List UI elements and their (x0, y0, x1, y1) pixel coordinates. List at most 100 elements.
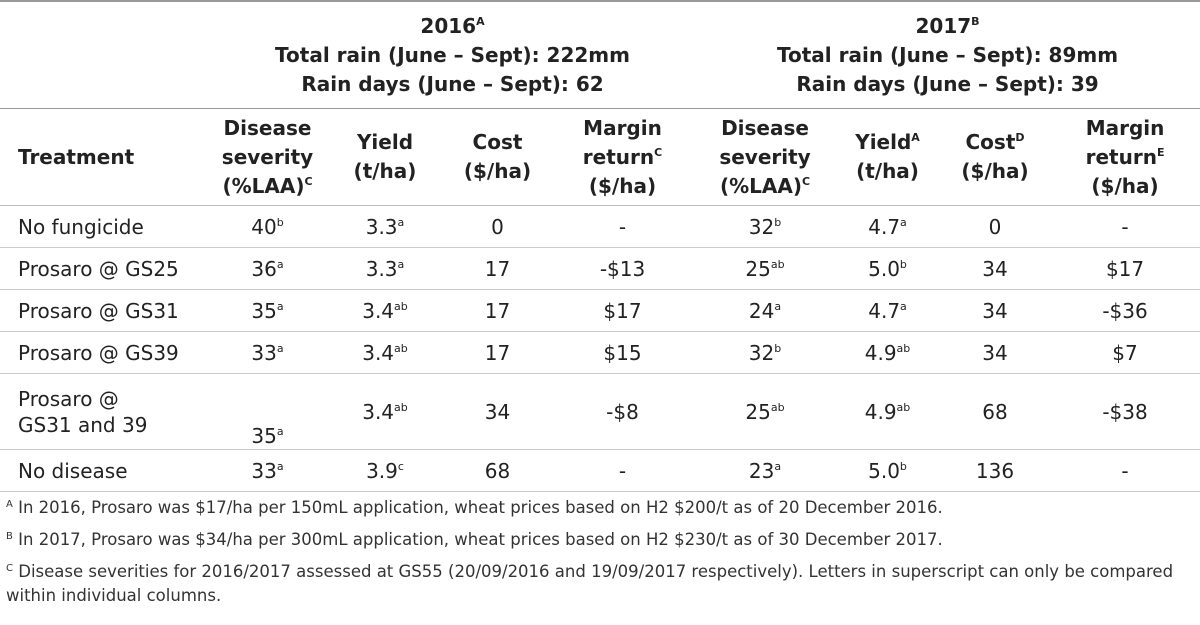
table-row: Prosaro @ GS31 35a 3.4ab 17 $17 24a 4.7a 34 -$36 (0, 289, 1200, 332)
cell-text: 33 (251, 340, 277, 365)
year-group-header: 2016A Total rain (June – Sept): 222mm Rain… (210, 0, 696, 109)
text-line: Disease (214, 114, 321, 143)
cell-text: $15 (603, 340, 642, 365)
table-cell: 17 (445, 247, 550, 290)
superscript: a (397, 257, 405, 271)
cell-text: ($/ha) (961, 159, 1029, 183)
cell-text: 68 (982, 399, 1008, 424)
text-line: 35a (214, 423, 321, 449)
superscript: ab (770, 400, 785, 414)
table-row: Prosaro @ GS31 and 39 35a 3.4ab 34 -$8 25ab 4.9… (0, 373, 1200, 450)
cell-text: 36 (251, 256, 277, 281)
cell-text: -$36 (1102, 298, 1148, 323)
table-cell: 23a (695, 449, 836, 492)
treatment-cell: Prosaro @ GS31 (0, 289, 210, 332)
text-line: severity (699, 143, 831, 172)
superscript: b (899, 459, 907, 473)
table-cell: $7 (1050, 331, 1200, 374)
superscript: ab (394, 400, 408, 414)
table-cell: 3.4ab (325, 373, 445, 450)
text-line: -$13 (554, 256, 691, 282)
column-header: Cost ($/ha) (445, 108, 550, 206)
table-cell: 3.9c (325, 449, 445, 492)
text-line: 17 (449, 256, 546, 282)
text-line: 68 (944, 399, 1046, 425)
group-subtitle: Rain days (June – Sept): 62 (301, 71, 604, 96)
superscript: a (774, 459, 782, 473)
text-line: 136 (944, 458, 1046, 484)
table-row: No fungicide 40b 3.3a 0-32b 4.7a 0- (0, 205, 1200, 248)
treatment-cell: No fungicide (0, 205, 210, 248)
text-line: 3.4ab (329, 399, 441, 425)
treatment-cell: Prosaro @ GS31 and 39 (0, 373, 210, 450)
text-line: ($/ha) (554, 172, 691, 201)
cell-text: 3.4 (362, 340, 395, 365)
footnote-text: In 2016, Prosaro was $17/ha per 150mL ap… (18, 498, 943, 517)
table-cell: $17 (550, 289, 696, 332)
text-line: 3.3a (329, 256, 441, 282)
cell-text: -$8 (606, 399, 639, 424)
table-cell: 25ab (695, 373, 836, 450)
cell-text: Yield (356, 130, 414, 154)
footnotes: A In 2016, Prosaro was $17/ha per 150mL … (0, 492, 1200, 608)
table-cell: 25ab (695, 247, 836, 290)
cell-text: severity (221, 144, 314, 169)
superscript: ab (394, 299, 408, 313)
cell-text: Yield (855, 130, 912, 154)
superscript: b (774, 341, 782, 355)
superscript: B (971, 14, 980, 28)
superscript: ab (896, 341, 911, 355)
superscript: a (276, 341, 284, 355)
text-line: Yield (329, 128, 441, 157)
year: 2016 (420, 13, 477, 38)
table-cell: 34 (445, 373, 550, 450)
superscript: a (774, 299, 782, 313)
text-line: 23a (699, 458, 831, 484)
cell-text: (%LAA) (719, 173, 802, 198)
table-cell: 34 (940, 247, 1051, 290)
text-line: 4.9ab (839, 340, 936, 366)
group-subtitle: Rain days (June – Sept): 39 (796, 71, 1099, 96)
cell-text: 34 (982, 256, 1008, 281)
text-line: 34 (944, 340, 1046, 366)
text-line: 3.9c (329, 458, 441, 484)
cell-text: 17 (484, 340, 511, 365)
cell-text: 32 (748, 340, 775, 365)
cell-text: 25 (745, 256, 771, 281)
table-cell: 24a (695, 289, 836, 332)
table-cell: 3.4ab (325, 331, 445, 374)
footnote-text: Disease severities for 2016/2017 assesse… (6, 562, 1174, 605)
superscript: ab (896, 400, 911, 414)
cell-text: ($/ha) (1091, 173, 1159, 198)
cell-text: 5.0 (868, 256, 900, 281)
group-subtitle: Total rain (June – Sept): 222mm (275, 42, 630, 67)
text-line: 3.4ab (329, 298, 441, 324)
text-line: 17 (449, 340, 546, 366)
text-line: CostD (944, 128, 1046, 157)
empty-header (0, 0, 210, 109)
superscript: b (276, 215, 284, 229)
superscript: a (900, 299, 907, 313)
cell-text: 25 (745, 399, 771, 424)
cell-text: 136 (975, 458, 1015, 483)
cell-text: return (582, 144, 655, 169)
text-line: (t/ha) (329, 157, 441, 186)
cell-text: 23 (748, 458, 775, 483)
column-header: Disease severity (%LAA)C (210, 108, 325, 206)
cell-text: 4.7 (868, 214, 901, 239)
cell-text: 40 (251, 214, 277, 239)
text-line: 32b (699, 340, 831, 366)
text-line: 5.0b (839, 458, 936, 484)
table-cell: 36a (210, 247, 325, 290)
superscript: C (801, 174, 811, 188)
text-line: ($/ha) (449, 157, 546, 186)
text-line: GS31 and 39 (18, 412, 148, 437)
cell-text: 0 (491, 214, 504, 239)
superscript: c (397, 459, 404, 473)
column-header: Margin returnC ($/ha) (550, 108, 696, 206)
text-line: 34 (449, 399, 546, 425)
table-cell: 0 (940, 205, 1051, 248)
cell-text: 3.3 (365, 256, 398, 281)
superscript: D (1015, 131, 1025, 144)
